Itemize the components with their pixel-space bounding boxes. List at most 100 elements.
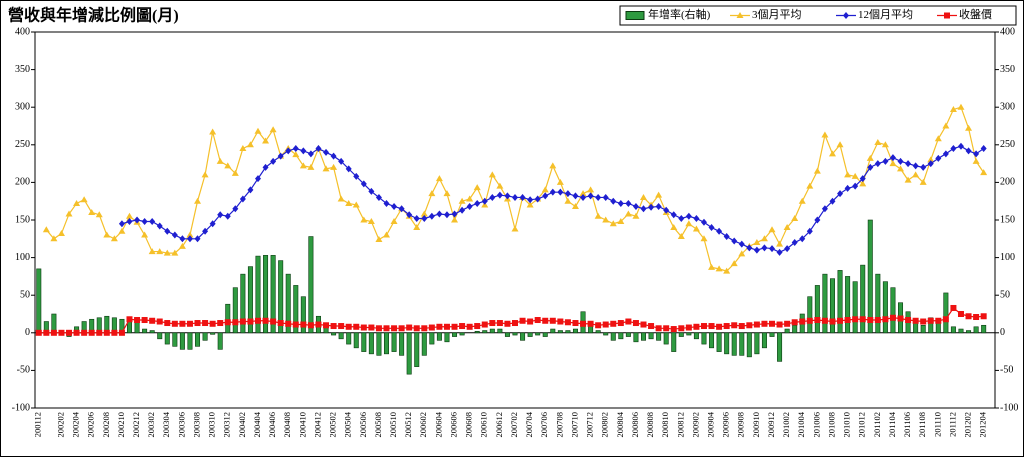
marker	[224, 319, 231, 326]
marker	[549, 317, 556, 324]
marker	[474, 323, 481, 330]
marker	[731, 237, 738, 245]
bar	[754, 332, 760, 355]
bar	[376, 332, 382, 356]
marker	[716, 227, 723, 235]
bar	[512, 332, 518, 336]
marker	[708, 323, 715, 330]
y2-tick-label: 350	[1000, 64, 1015, 75]
bar	[202, 332, 208, 341]
bar	[527, 332, 533, 337]
marker	[693, 323, 700, 330]
bar	[504, 332, 510, 337]
marker	[511, 225, 519, 232]
marker	[398, 325, 405, 332]
x-tick-label: 200806	[630, 412, 640, 438]
marker	[398, 205, 405, 213]
bar	[368, 332, 374, 355]
marker	[625, 199, 632, 207]
marker	[254, 127, 262, 134]
marker	[595, 322, 602, 329]
marker	[973, 150, 980, 158]
x-tick-label: 200612	[494, 412, 504, 438]
marker	[949, 105, 957, 112]
marker	[481, 197, 488, 205]
marker	[534, 195, 541, 203]
bar	[641, 332, 647, 341]
y2-tick-label: 0	[1000, 327, 1005, 338]
marker	[776, 248, 783, 256]
marker	[852, 316, 859, 323]
marker	[950, 145, 957, 153]
marker	[141, 317, 148, 324]
marker	[716, 323, 723, 330]
marker	[761, 320, 768, 327]
marker	[731, 322, 738, 329]
bar	[195, 332, 201, 347]
bar	[701, 332, 707, 345]
marker	[828, 150, 836, 157]
marker	[663, 325, 670, 332]
marker	[738, 250, 746, 257]
y-tick-label: 50	[20, 289, 30, 300]
marker	[360, 180, 367, 188]
x-tick-label: 201008	[826, 412, 836, 438]
bar	[240, 273, 246, 334]
marker	[352, 201, 360, 208]
marker	[693, 214, 700, 222]
marker	[980, 313, 987, 320]
marker	[375, 325, 382, 332]
bar	[625, 332, 631, 337]
marker	[527, 318, 534, 325]
x-tick-label: 201202	[962, 412, 972, 438]
x-tick-label: 200406	[267, 412, 277, 438]
marker	[421, 214, 428, 222]
marker	[609, 220, 617, 227]
bar	[973, 326, 979, 334]
marker	[73, 329, 80, 336]
marker	[889, 154, 896, 162]
marker	[186, 235, 193, 243]
marker	[927, 160, 934, 168]
marker	[299, 162, 307, 169]
marker	[730, 260, 738, 267]
marker	[594, 212, 602, 219]
bar	[852, 281, 858, 334]
x-tick-label: 200504	[343, 411, 353, 437]
marker	[360, 324, 367, 331]
y-tick-label: 100	[15, 252, 30, 263]
marker	[428, 212, 435, 220]
x-tick-label: 200804	[615, 411, 625, 437]
bar	[353, 332, 359, 349]
marker	[542, 317, 549, 324]
x-tick-label: 201010	[842, 412, 852, 438]
bar	[179, 332, 185, 350]
marker	[610, 197, 617, 205]
marker	[239, 195, 246, 203]
marker	[760, 235, 768, 242]
marker	[934, 135, 942, 142]
marker	[88, 208, 96, 215]
marker	[504, 192, 511, 200]
marker	[353, 172, 360, 180]
marker	[171, 249, 179, 256]
marker	[624, 210, 632, 217]
marker	[307, 322, 314, 329]
marker	[179, 320, 186, 327]
bar	[656, 332, 662, 341]
bar	[845, 276, 851, 334]
marker	[247, 318, 254, 325]
marker	[564, 197, 572, 204]
marker	[897, 315, 904, 322]
marker	[474, 199, 481, 207]
x-tick-label: 201110	[932, 412, 942, 437]
marker	[980, 169, 988, 176]
marker	[232, 205, 239, 213]
marker	[57, 230, 65, 237]
bar	[814, 285, 820, 334]
marker	[134, 216, 141, 224]
marker	[186, 320, 193, 327]
bar	[217, 332, 223, 350]
